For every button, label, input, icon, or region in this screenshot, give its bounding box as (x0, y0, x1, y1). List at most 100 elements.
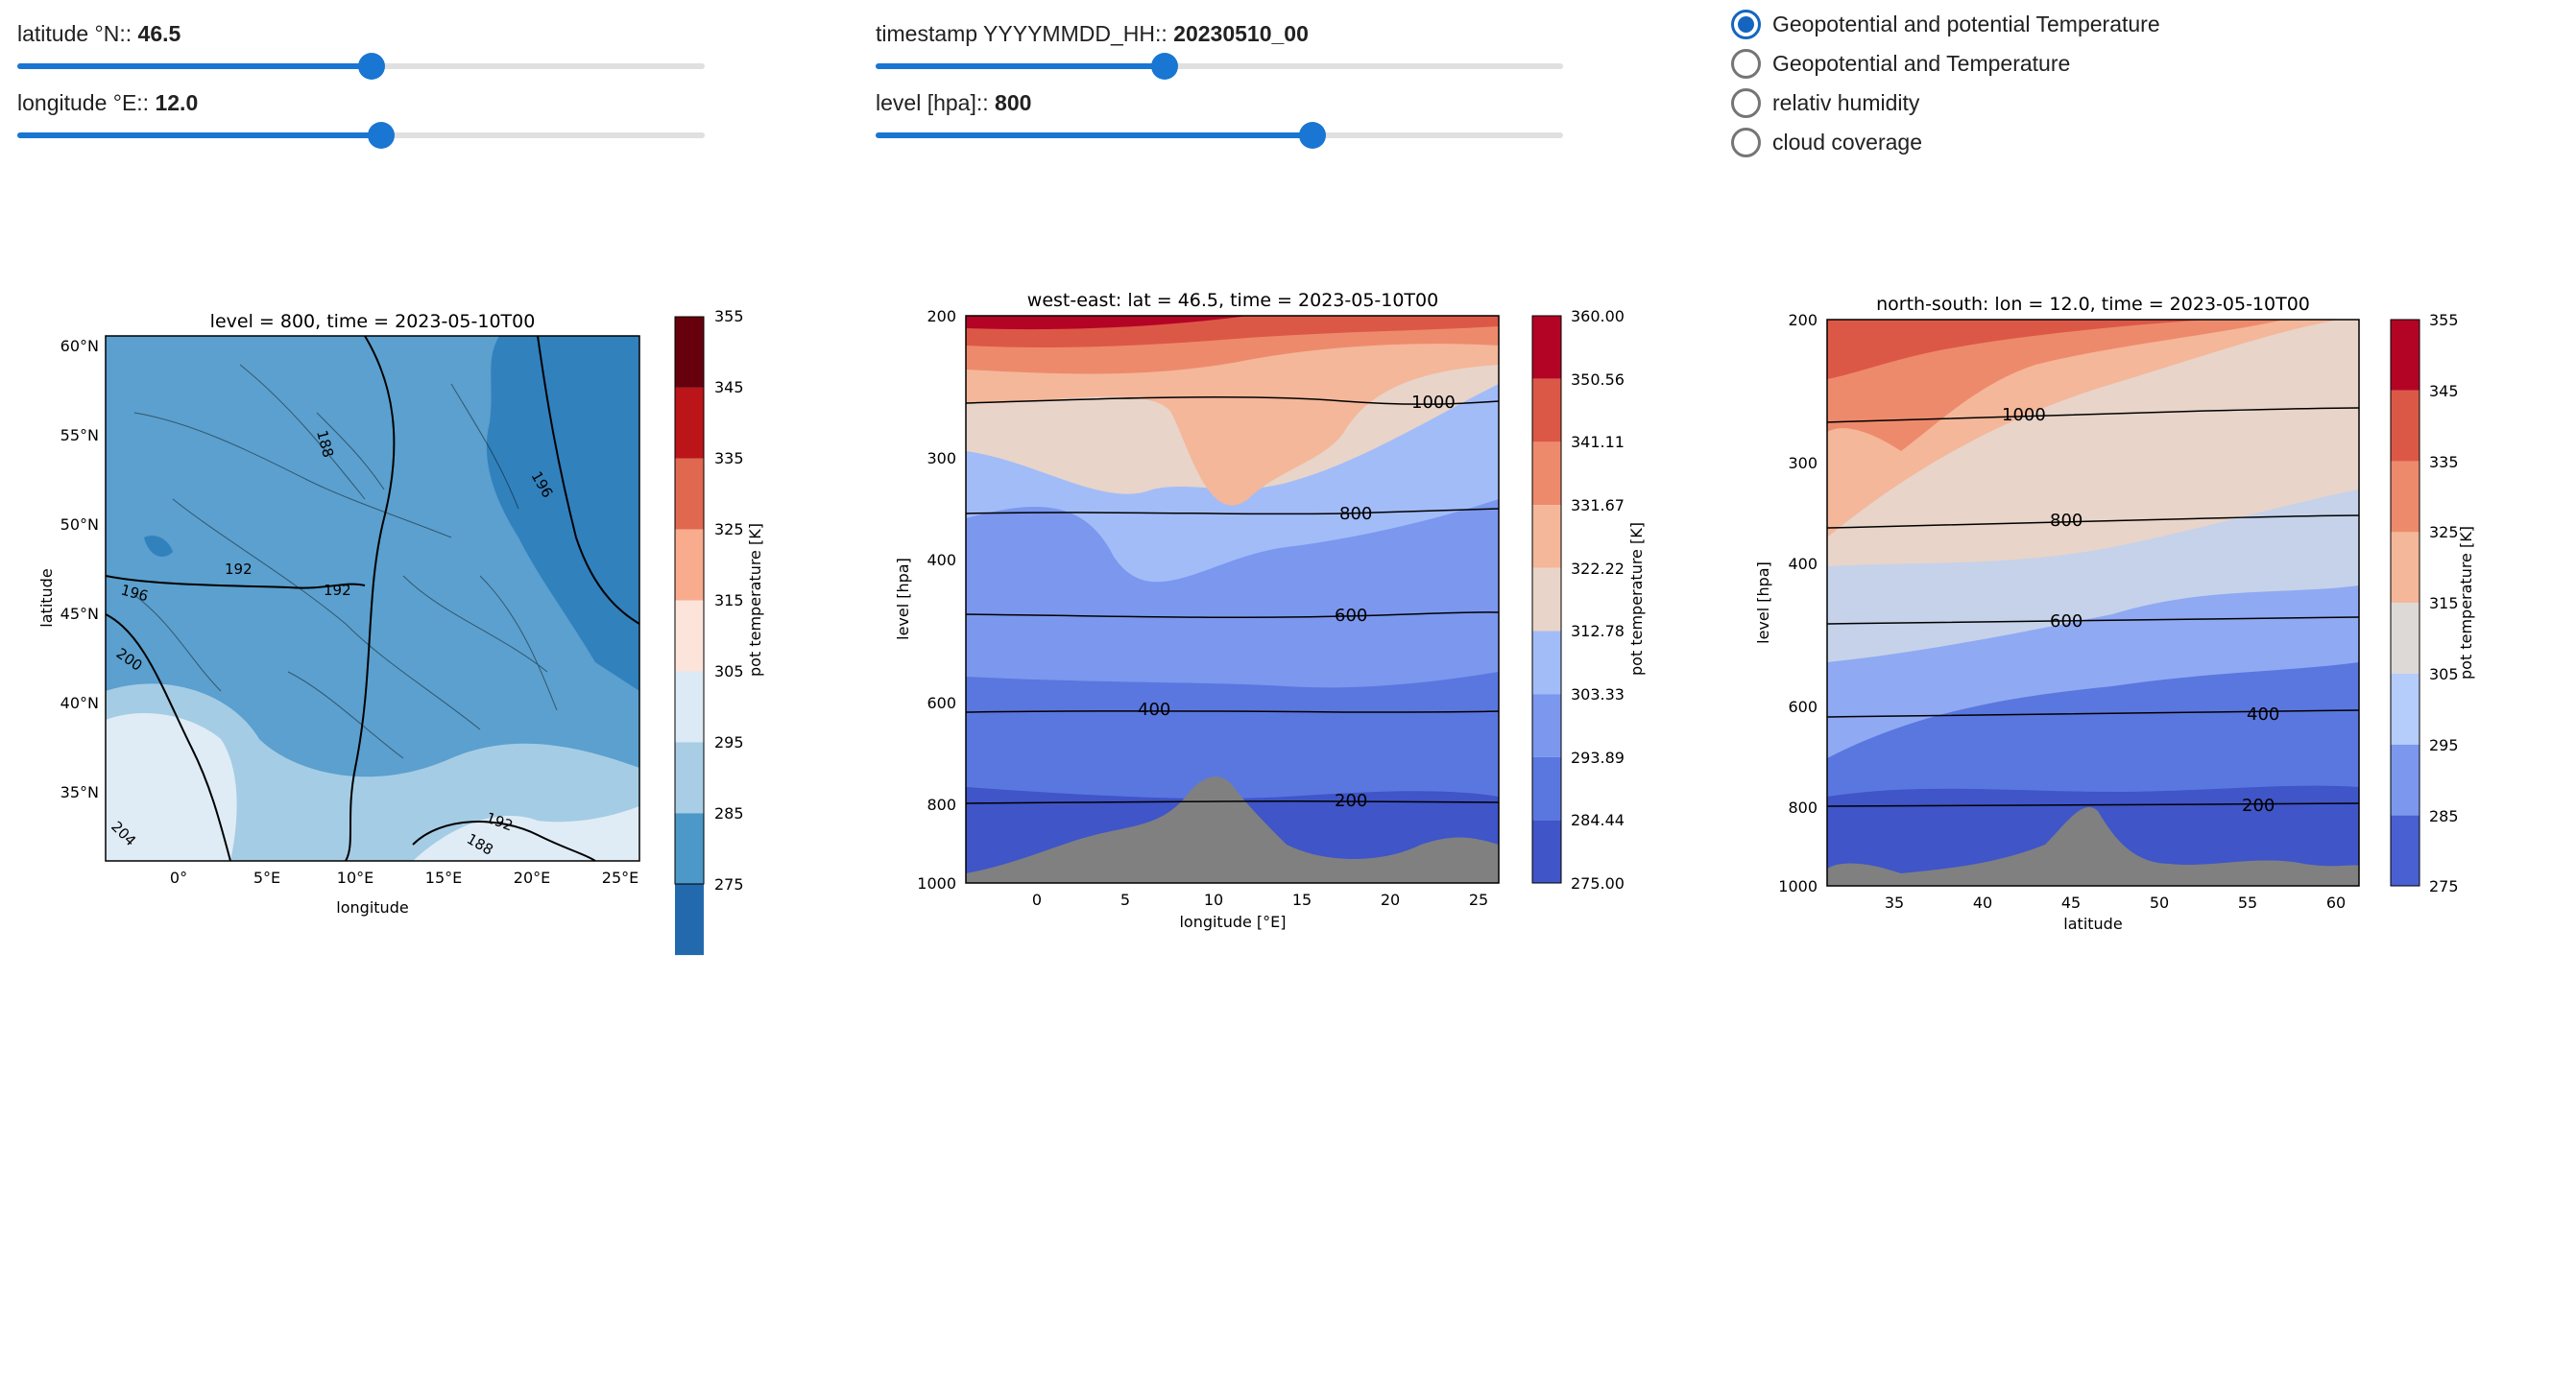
timestamp-slider-label: timestamp YYYYMMDD_HH:: 20230510_00 (876, 21, 1309, 46)
west-east-field (966, 316, 1499, 883)
map-y-tick-label: 35°N (60, 783, 99, 801)
map-colorbar-tick: 275 (714, 875, 744, 894)
ns-colorbar-tick: 335 (2429, 453, 2459, 471)
ns-colorbar-tick: 275 (2429, 877, 2459, 895)
map-field (106, 336, 639, 861)
north-south-plot-frame (1826, 319, 2360, 887)
we-x-tick-label: 20 (1381, 891, 1400, 909)
map-x-tick-label: 15°E (425, 869, 462, 887)
north-south-plot-title: north-south: lon = 12.0, time = 2023-05-… (1876, 294, 2310, 315)
radio-button-icon[interactable] (1731, 10, 1761, 39)
ns-contour-label: 1000 (2002, 405, 2046, 425)
variable-radio-group: Geopotential and potential Temperature G… (1731, 6, 2211, 163)
map-x-tick-label: 10°E (337, 869, 373, 887)
north-south-plot: north-south: lon = 12.0, time = 2023-05-… (1754, 294, 2475, 933)
we-colorbar-tick: 275.00 (1571, 874, 1625, 893)
ns-y-tick-label: 1000 (1778, 877, 1818, 895)
map-colorbar-tick: 305 (714, 662, 744, 680)
radio-option-geopotential-potential-temperature[interactable]: Geopotential and potential Temperature (1731, 6, 2211, 45)
latitude-slider-handle[interactable] (357, 53, 385, 80)
ns-x-tick-label: 60 (2326, 894, 2346, 912)
we-colorbar (1531, 315, 1562, 884)
map-x-axis-label: longitude (336, 898, 408, 917)
we-colorbar-tick: 331.67 (1571, 496, 1625, 514)
we-y-tick-label: 1000 (917, 874, 956, 893)
we-contour-label: 200 (1335, 791, 1367, 811)
latitude-slider[interactable]: latitude °N:: 46.5 (17, 19, 705, 80)
map-x-tick-label: 25°E (602, 869, 638, 887)
map-colorbar-tick: 335 (714, 449, 744, 467)
we-colorbar-tick: 341.11 (1571, 433, 1625, 451)
we-contour-label: 1000 (1411, 393, 1456, 413)
ns-x-tick-label: 50 (2150, 894, 2169, 912)
map-plot-title: level = 800, time = 2023-05-10T00 (210, 311, 536, 332)
radio-button-icon[interactable] (1731, 88, 1761, 118)
timestamp-slider-track[interactable] (876, 63, 1563, 69)
longitude-slider[interactable]: longitude °E:: 12.0 (17, 88, 705, 149)
ns-colorbar-tick: 325 (2429, 523, 2459, 541)
we-colorbar-tick: 360.00 (1571, 307, 1625, 325)
we-y-tick-label: 200 (927, 307, 956, 325)
ns-colorbar-tick: 305 (2429, 665, 2459, 683)
map-x-tick-label: 20°E (514, 869, 550, 887)
latitude-slider-label: latitude °N:: 46.5 (17, 21, 181, 46)
ns-colorbar-tick: 315 (2429, 594, 2459, 612)
radio-option-label[interactable]: cloud coverage (1772, 130, 1922, 155)
ns-contour-label: 600 (2050, 611, 2082, 632)
map-colorbar-tick: 355 (714, 307, 744, 325)
ns-y-tick-label: 400 (1788, 555, 1818, 573)
ns-x-tick-label: 35 (1885, 894, 1904, 912)
we-x-tick-label: 25 (1469, 891, 1488, 909)
radio-button-icon[interactable] (1731, 49, 1761, 79)
ns-colorbar-tick: 345 (2429, 382, 2459, 400)
we-y-axis-label: level [hpa] (894, 558, 912, 640)
we-colorbar-tick: 322.22 (1571, 560, 1625, 578)
we-colorbar-tick: 350.56 (1571, 370, 1625, 389)
ns-y-tick-label: 300 (1788, 454, 1818, 472)
radio-option-geopotential-temperature[interactable]: Geopotential and Temperature (1731, 45, 2211, 84)
timestamp-slider-fill (876, 63, 1165, 69)
map-colorbar-tick: 315 (714, 591, 744, 609)
timestamp-slider[interactable]: timestamp YYYYMMDD_HH:: 20230510_00 (876, 19, 1563, 80)
radio-option-cloud-coverage[interactable]: cloud coverage (1731, 124, 2211, 163)
map-plot: level = 800, time = 2023-05-10T00 (37, 307, 764, 956)
longitude-slider-handle[interactable] (368, 122, 396, 149)
we-colorbar-label: pot temperature [K] (1627, 522, 1646, 676)
map-y-tick-label: 60°N (60, 337, 99, 355)
we-contour-label: 600 (1335, 606, 1367, 626)
map-colorbar-tick: 325 (714, 520, 744, 538)
map-colorbar-label: pot temperature [K] (746, 523, 764, 677)
we-x-tick-label: 0 (1032, 891, 1042, 909)
ns-colorbar-tick: 355 (2429, 311, 2459, 329)
level-slider-label: level [hpa]:: 800 (876, 90, 1032, 115)
map-y-tick-label: 45°N (60, 605, 99, 623)
we-x-tick-label: 10 (1204, 891, 1223, 909)
ns-colorbar (2390, 319, 2420, 887)
map-y-axis-label: latitude (37, 568, 56, 627)
radio-option-label[interactable]: Geopotential and potential Temperature (1772, 12, 2160, 36)
latitude-slider-fill (17, 63, 372, 69)
we-x-tick-label: 15 (1292, 891, 1312, 909)
we-x-axis-label: longitude [°E] (1179, 913, 1286, 931)
level-slider-handle[interactable] (1298, 122, 1326, 149)
ns-colorbar-tick: 295 (2429, 736, 2459, 754)
we-colorbar-tick: 312.78 (1571, 622, 1625, 640)
level-slider[interactable]: level [hpa]:: 800 (876, 88, 1563, 149)
map-contour-label: 192 (324, 582, 351, 599)
radio-option-relative-humidity[interactable]: relativ humidity (1731, 84, 2211, 124)
we-contour-label: 800 (1339, 504, 1372, 524)
map-colorbar-tick: 285 (714, 804, 744, 823)
ns-colorbar-tick: 285 (2429, 807, 2459, 825)
longitude-slider-label: longitude °E:: 12.0 (17, 90, 199, 115)
radio-button-icon[interactable] (1731, 128, 1761, 157)
radio-option-label[interactable]: Geopotential and Temperature (1772, 51, 2071, 76)
ns-x-tick-label: 40 (1973, 894, 1992, 912)
we-contour-label: 400 (1138, 700, 1170, 720)
ns-x-tick-label: 45 (2061, 894, 2081, 912)
ns-y-tick-label: 200 (1788, 311, 1818, 329)
ns-y-tick-label: 600 (1788, 698, 1818, 716)
north-south-field (1827, 320, 2359, 886)
radio-option-label[interactable]: relativ humidity (1772, 90, 1920, 115)
timestamp-slider-handle[interactable] (1150, 53, 1178, 80)
